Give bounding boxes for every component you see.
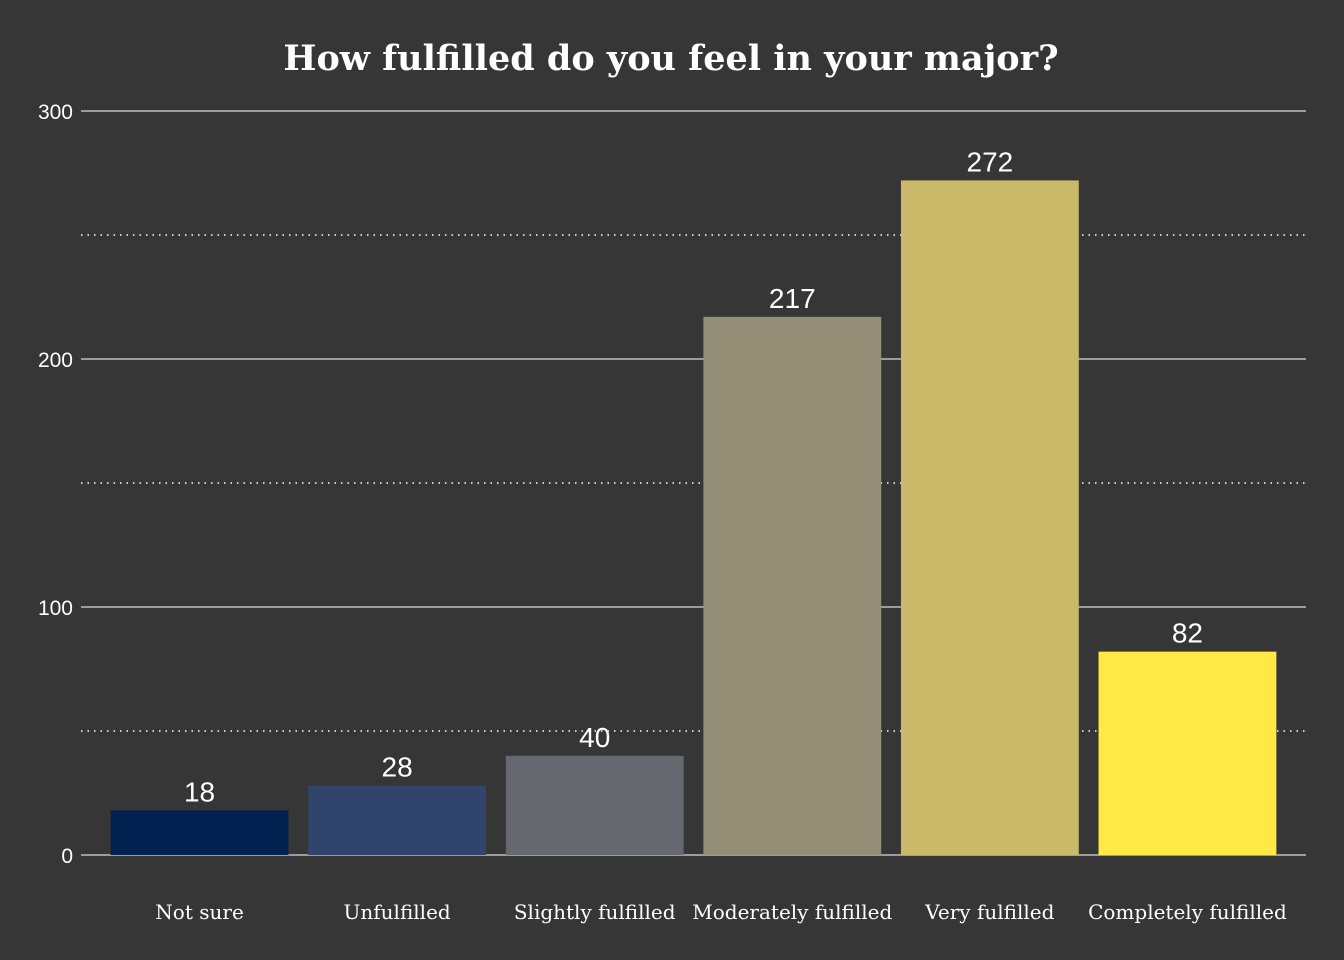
x-tick-label: Moderately fulfilled [692, 900, 892, 924]
y-tick-label: 100 [38, 597, 73, 620]
data-label: 82 [1172, 618, 1203, 649]
x-axis: Not sure Unfulfilled Slightly fulfilled Mod… [155, 900, 1287, 924]
y-tick-label: 300 [38, 101, 73, 124]
y-axis: 0 100 200 300 [38, 101, 73, 868]
y-tick-label: 200 [38, 349, 73, 372]
x-tick-label: Unfulfilled [344, 900, 451, 924]
x-tick-label: Slightly fulfilled [514, 900, 676, 924]
data-label: 28 [382, 752, 413, 783]
bars: 18 28 40 217 272 82 [110, 146, 1277, 856]
x-tick-label: Very fulfilled [924, 900, 1054, 924]
bar-completely-fulfilled [1098, 651, 1277, 855]
bar-moderately-fulfilled [703, 316, 882, 856]
y-tick-label: 0 [61, 845, 73, 868]
data-label: 40 [579, 722, 610, 753]
data-label: 217 [769, 283, 816, 314]
chart-title: How fulfilled do you feel in your major? [283, 38, 1058, 79]
data-label: 18 [184, 776, 215, 807]
x-tick-label: Not sure [155, 900, 243, 924]
bar-very-fulfilled [900, 180, 1079, 855]
data-label: 272 [967, 146, 1014, 177]
x-tick-label: Completely fulfilled [1088, 900, 1287, 924]
bar-not-sure [110, 810, 289, 855]
bar-slightly-fulfilled [505, 755, 684, 855]
bar-unfulfilled [308, 785, 487, 855]
